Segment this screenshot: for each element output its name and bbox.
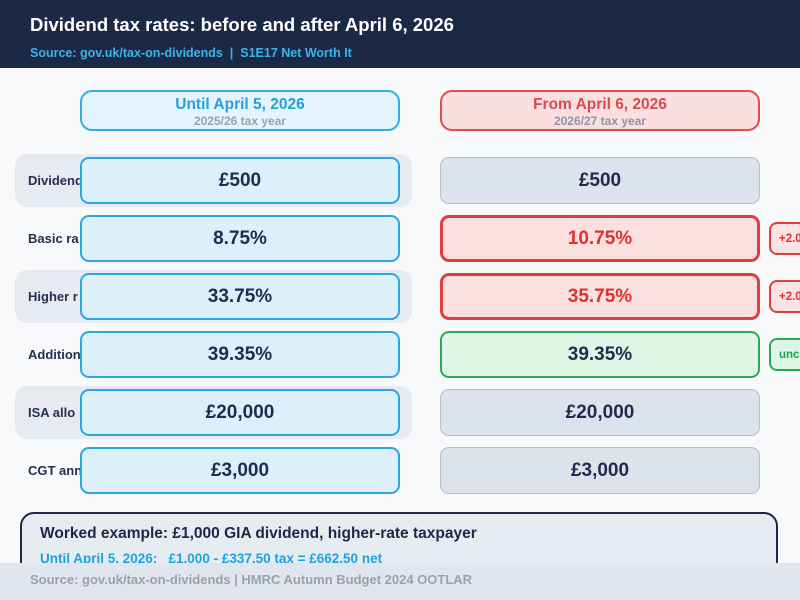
change-badge: unc [769,338,800,371]
table-row: Addition 39.35% 39.35% unc [0,331,800,378]
column-subtitle-after: 2026/27 tax year [553,114,647,128]
change-badge: +2.0 [769,280,800,313]
footer-source: Source: gov.uk/tax-on-dividends | HMRC A… [30,572,473,587]
change-badge: +2.0 [769,222,800,255]
value-before: 33.75% [80,273,400,320]
header-bar: Dividend tax rates: before and after Apr… [0,0,800,68]
column-title-after: From April 6, 2026 [533,96,667,113]
value-before: 39.35% [80,331,400,378]
value-after: £500 [440,157,760,204]
value-after: 35.75% [440,273,760,320]
footer-bar: Source: gov.uk/tax-on-dividends | HMRC A… [0,563,800,600]
value-before: £20,000 [80,389,400,436]
source-line: Source: gov.uk/tax-on-dividends | S1E17 … [30,46,352,60]
row-label: ISA allo [28,405,76,420]
row-label: CGT ann [28,463,83,478]
column-header-after: From April 6, 2026 2026/27 tax year [440,90,760,131]
row-label: Higher r [28,289,78,304]
worked-example-line: Until April 5, 2026: £1,000 - £337.50 ta… [40,551,383,566]
row-label: Dividend [28,173,83,188]
table-row: Basic ra 8.75% 10.75% +2.0 [0,215,800,262]
column-subtitle-before: 2025/26 tax year [193,114,287,128]
value-after: 10.75% [440,215,760,262]
column-header-before: Until April 5, 2026 2025/26 tax year [80,90,400,131]
value-after: £20,000 [440,389,760,436]
value-before: 8.75% [80,215,400,262]
worked-example-title: Worked example: £1,000 GIA dividend, hig… [40,525,477,542]
value-after: £3,000 [440,447,760,494]
value-before: £3,000 [80,447,400,494]
row-label: Basic ra [28,231,79,246]
value-after: 39.35% [440,331,760,378]
row-label: Addition [28,347,81,362]
value-before: £500 [80,157,400,204]
table-row: Dividend £500 £500 [0,154,800,207]
page-title: Dividend tax rates: before and after Apr… [30,14,454,35]
table-row: CGT ann £3,000 £3,000 [0,447,800,494]
table-row: ISA allo £20,000 £20,000 [0,386,800,439]
column-title-before: Until April 5, 2026 [175,96,305,113]
table-row: Higher r 33.75% 35.75% +2.0 [0,270,800,323]
